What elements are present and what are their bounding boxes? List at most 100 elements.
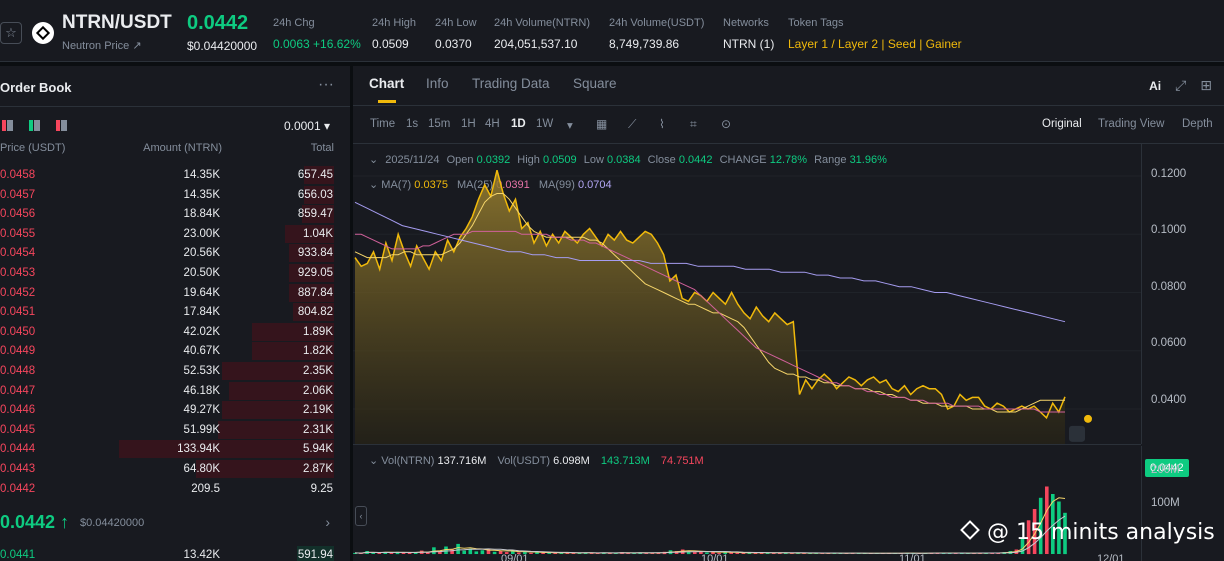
ask-row[interactable]: 0.0448 52.53K 2.35K (0, 361, 350, 381)
bid-row[interactable]: 0.0441 13.42K 591.94 (0, 545, 350, 561)
volume-bar (656, 552, 661, 554)
ask-row[interactable]: 0.0458 14.35K 657.45 (0, 165, 350, 185)
row-total: 929.05 (297, 267, 333, 279)
ask-row[interactable]: 0.0443 64.80K 2.87K (0, 459, 350, 479)
volume-bar (511, 550, 515, 554)
volume-bar (535, 552, 539, 554)
ask-row[interactable]: 0.0446 49.27K 2.19K (0, 400, 350, 420)
depth-bar (228, 381, 334, 400)
stat-token-tags[interactable]: Token Tags Layer 1 / Layer 2 | Seed | Ga… (788, 17, 962, 51)
interval-1s[interactable]: 1s (406, 118, 419, 130)
stat-networks[interactable]: Networks NTRN (1) (723, 17, 775, 51)
row-price: 0.0451 (0, 306, 36, 319)
volume-bar (486, 549, 491, 554)
depth-bar (303, 185, 334, 204)
tab-square[interactable]: Square (573, 76, 617, 91)
ask-row[interactable]: 0.0453 20.50K 929.05 (0, 263, 350, 283)
volume-bar (517, 552, 521, 554)
ask-row[interactable]: 0.0454 20.56K 933.84 (0, 243, 350, 263)
ma7-line (354, 193, 1065, 413)
pair-title[interactable]: NTRN/USDT (62, 12, 172, 33)
stat-24h-change: 24h Chg 0.0063 +16.62% (273, 17, 361, 51)
ask-row[interactable]: 0.0450 42.02K 1.89K (0, 322, 350, 342)
price-axis-label: 0.1000 (1151, 224, 1187, 236)
volume-chart[interactable] (353, 446, 1141, 561)
depth-bar (288, 264, 334, 282)
drawing-tools-icon[interactable]: ⌗ (690, 117, 697, 131)
volume-bar (1026, 520, 1031, 555)
volume-bar (559, 553, 564, 554)
stat-24h-high: 24h High 0.0509 (372, 17, 417, 51)
view-trading-view[interactable]: Trading View (1098, 118, 1165, 130)
tick-size-select[interactable]: 0.0001 ▾ (283, 119, 330, 133)
tab-info[interactable]: Info (426, 76, 449, 91)
ask-row[interactable]: 0.0451 17.84K 804.82 (0, 302, 350, 322)
depth-bar (293, 303, 334, 322)
interval-1h[interactable]: 1H (461, 118, 476, 130)
ask-row[interactable]: 0.0444 133.94K 5.94K (0, 439, 350, 459)
mid-price-value: 0.0442 ↑ (0, 512, 70, 532)
ask-row[interactable]: 0.0457 14.35K 656.03 (0, 185, 350, 205)
interval-time[interactable]: Time (370, 118, 396, 130)
interval-4h[interactable]: 4H (485, 118, 500, 130)
volume-bar (523, 551, 527, 555)
interval-more-chevron-icon[interactable]: ▾ (567, 120, 573, 132)
pair-subtitle-link[interactable]: Neutron Price ↗ (62, 40, 142, 52)
price-chart[interactable] (353, 144, 1141, 444)
book-view-bids-icon[interactable] (29, 120, 40, 131)
volume-bar (632, 552, 636, 554)
row-total: 1.82K (302, 345, 333, 358)
calendar-icon[interactable]: ▦ (596, 117, 608, 131)
view-depth[interactable]: Depth (1182, 118, 1213, 130)
tab-chart[interactable]: Chart (369, 76, 405, 103)
layout-grid-icon[interactable]: ⊞ (1200, 77, 1212, 93)
volume-bar (626, 553, 630, 554)
row-total: 5.94K (302, 443, 333, 456)
row-total: 1.04K (302, 227, 333, 240)
row-price: 0.0457 (0, 188, 36, 201)
book-view-asks-icon[interactable] (56, 120, 67, 131)
stat-24h-volume-usdt: 24h Volume(USDT) 8,749,739.86 (609, 17, 705, 51)
date-axis-label: 10/01 (701, 553, 729, 561)
ai-icon[interactable]: Ai (1149, 79, 1162, 93)
depth-bar (222, 362, 334, 380)
row-price: 0.0446 (0, 404, 36, 417)
ask-row[interactable]: 0.0455 23.00K 1.04K (0, 224, 350, 244)
depth-bar (196, 460, 334, 478)
tab-trading-data[interactable]: Trading Data (472, 76, 550, 91)
row-amount: 46.18K (183, 384, 220, 397)
more-options-icon[interactable]: ··· (318, 76, 334, 93)
ask-row[interactable]: 0.0447 46.18K 2.06K (0, 381, 350, 401)
volume-bar (468, 548, 473, 555)
watermark-logo-icon (960, 520, 980, 540)
row-price: 0.0445 (0, 423, 36, 436)
ask-row[interactable]: 0.0442 209.5 9.25 (0, 479, 350, 499)
date-axis-label: 11/01 (899, 553, 926, 561)
interval-1w[interactable]: 1W (536, 118, 554, 130)
row-total: 591.94 (297, 549, 333, 561)
ask-row[interactable]: 0.0452 19.64K 887.84 (0, 283, 350, 303)
ask-row[interactable]: 0.0449 40.67K 1.82K (0, 341, 350, 361)
volume-bar (589, 553, 594, 554)
interval-15m[interactable]: 15m (428, 118, 451, 130)
row-price: 0.0455 (0, 227, 36, 240)
event-marker-icon (1069, 425, 1085, 442)
mid-price[interactable]: 0.0442 ↑ $0.04420000 › (0, 512, 330, 532)
depth-bar (288, 244, 334, 263)
book-view-both-icon[interactable] (2, 120, 13, 131)
compare-icon[interactable]: ⌇ (659, 117, 665, 131)
ask-row[interactable]: 0.0456 18.84K 859.47 (0, 204, 350, 224)
favorite-star-icon[interactable]: ☆ (0, 22, 22, 44)
settings-icon[interactable]: ⊙ (721, 117, 732, 131)
row-price: 0.0442 (0, 482, 36, 495)
volume-bar (729, 552, 733, 554)
volume-bar (747, 552, 752, 554)
interval-1d[interactable]: 1D (511, 118, 526, 130)
ask-row[interactable]: 0.0445 51.99K 2.31K (0, 420, 350, 440)
view-original[interactable]: Original (1042, 118, 1082, 130)
collapse-panel-chevron-icon[interactable]: ‹ (355, 506, 367, 526)
indicator-icon[interactable]: ⟋ (628, 117, 637, 131)
volume-bar (553, 552, 557, 554)
volume-bar (705, 552, 709, 554)
expand-icon[interactable]: ⤢ (1175, 77, 1187, 93)
